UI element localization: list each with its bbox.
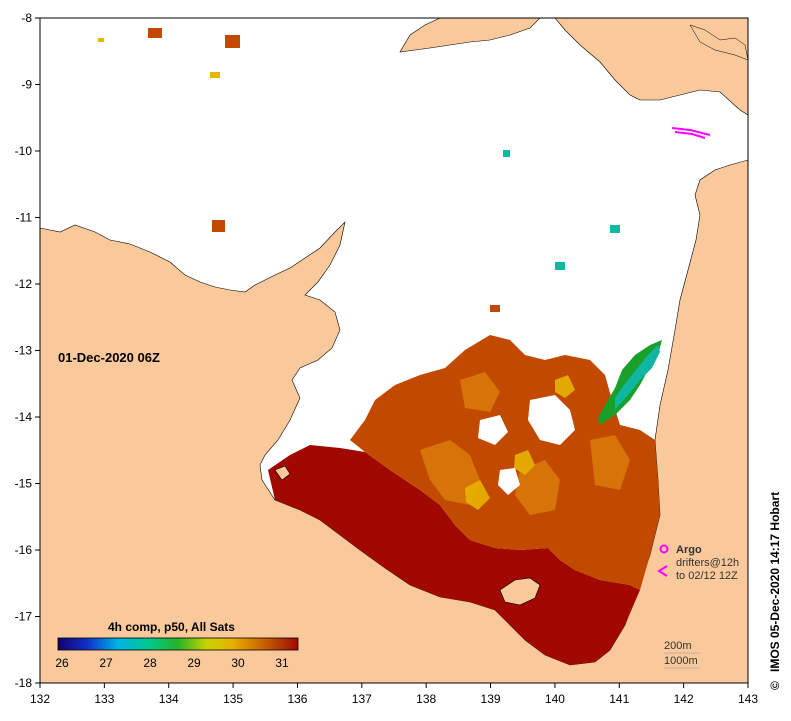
y-tick-label: -9 bbox=[21, 78, 32, 92]
drifters-range-label: to 02/12 12Z bbox=[676, 570, 738, 582]
colorbar-tick-label: 30 bbox=[231, 656, 245, 670]
contour-200m-label: 200m bbox=[664, 640, 692, 652]
colorbar-tick-label: 29 bbox=[187, 656, 201, 670]
x-tick-label: 140 bbox=[545, 692, 565, 706]
y-axis-ticks: -8 -9 -10 -11 -12 -13 -14 -15 -16 -17 -18 bbox=[15, 11, 40, 690]
sst-hot-region bbox=[268, 445, 640, 665]
argo-marker-icon bbox=[659, 544, 669, 554]
argo-label: Argo bbox=[676, 544, 702, 556]
colorbar-tick-label: 27 bbox=[99, 656, 113, 670]
y-tick-label: -8 bbox=[21, 11, 32, 25]
y-tick-label: -11 bbox=[16, 211, 33, 225]
sst-orange-patches bbox=[420, 372, 630, 515]
x-tick-label: 134 bbox=[159, 692, 179, 706]
colorbar-gradient bbox=[57, 637, 299, 651]
credit-label: IMOS 05-Dec-2020 14:17 Hobart bbox=[768, 492, 782, 672]
drifter-arrow-icon bbox=[657, 565, 668, 577]
drifters-label: drifters@12h bbox=[676, 557, 739, 569]
land-groote-eylandt bbox=[274, 465, 291, 481]
y-tick-label: -12 bbox=[15, 277, 33, 291]
land-cape-york bbox=[554, 18, 748, 116]
land-islands-north bbox=[689, 24, 748, 61]
y-tick-label: -17 bbox=[15, 610, 33, 624]
x-tick-label: 141 bbox=[609, 692, 629, 706]
land-northern-territory bbox=[40, 159, 748, 683]
y-tick-label: -10 bbox=[15, 144, 33, 158]
colorbar-ticks: 26 27 28 29 30 31 bbox=[55, 656, 289, 670]
drifter-tracks bbox=[671, 127, 711, 139]
x-tick-label: 137 bbox=[352, 692, 372, 706]
drifter-legend: Argo drifters@12h to 02/12 12Z 200m 1000… bbox=[657, 544, 739, 669]
y-tick-label: -15 bbox=[15, 477, 33, 491]
y-tick-label: -18 bbox=[15, 676, 33, 690]
y-tick-label: -16 bbox=[15, 543, 33, 557]
colorbar-tick-label: 31 bbox=[275, 656, 289, 670]
y-tick-label: -13 bbox=[15, 344, 33, 358]
x-tick-label: 143 bbox=[738, 692, 758, 706]
x-tick-label: 139 bbox=[481, 692, 501, 706]
x-tick-label: 135 bbox=[223, 692, 243, 706]
land-new-guinea bbox=[399, 18, 541, 53]
x-tick-label: 132 bbox=[30, 692, 50, 706]
colorbar-tick-label: 26 bbox=[55, 656, 69, 670]
sst-warm-region bbox=[350, 335, 660, 590]
x-axis-ticks: 132 133 134 135 136 137 138 139 140 141 142 143 bbox=[30, 683, 758, 706]
y-tick-label: -14 bbox=[15, 410, 33, 424]
sst-yellow-patches bbox=[465, 375, 575, 510]
copyright-icon: © bbox=[768, 681, 782, 690]
x-tick-label: 142 bbox=[674, 692, 694, 706]
colorbar-title: 4h comp, p50, All Sats bbox=[108, 620, 235, 634]
x-tick-label: 138 bbox=[416, 692, 436, 706]
sst-teal-region bbox=[615, 345, 660, 410]
contour-1000m-label: 1000m bbox=[664, 655, 698, 667]
land-mornington-island bbox=[499, 577, 541, 606]
cloud-gap-patches bbox=[478, 395, 575, 495]
colorbar-tick-label: 28 bbox=[143, 656, 157, 670]
x-tick-label: 136 bbox=[287, 692, 307, 706]
timestamp-label: 01-Dec-2020 06Z bbox=[58, 350, 160, 365]
colorbar: 4h comp, p50, All Sats 26 27 28 29 30 31 bbox=[55, 620, 299, 670]
x-tick-label: 133 bbox=[94, 692, 114, 706]
